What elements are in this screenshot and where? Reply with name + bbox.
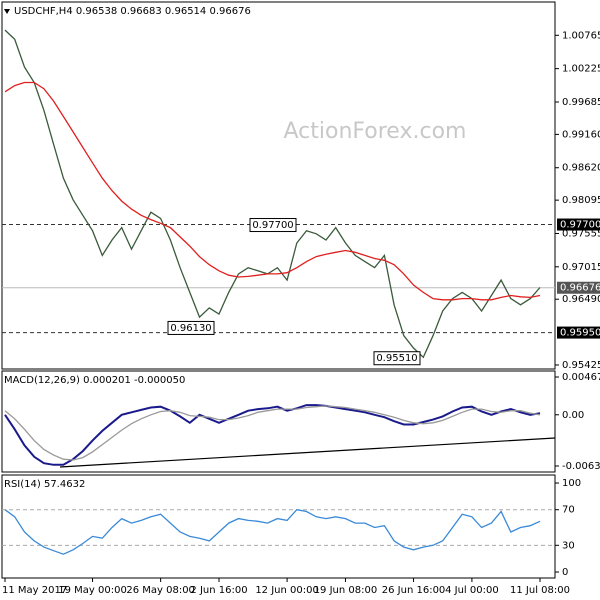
- y-tick-label: 0.98095: [562, 195, 600, 206]
- level-label-box: [557, 218, 600, 231]
- y-tick-label: 0.96490: [562, 294, 600, 305]
- menu-arrow[interactable]: [4, 9, 10, 14]
- x-tick-label: 4 Jul 00:00: [445, 585, 499, 596]
- watermark: ActionForex.com: [284, 119, 467, 144]
- panel-title: MACD(12,26,9) 0.000201 -0.000050: [4, 375, 185, 386]
- y-tick-label: 0.98620: [562, 163, 600, 174]
- series-line: [4, 508, 541, 555]
- y-tick-label: 70: [562, 505, 575, 516]
- y-tick-label: 0.97015: [562, 262, 600, 273]
- y-tick-label: 30: [562, 540, 575, 551]
- level-label: 0.95950: [560, 328, 600, 339]
- x-tick-label: 26 Jun 16:00: [382, 585, 446, 596]
- y-tick-label: 0.99160: [562, 129, 600, 140]
- annotation-box: [167, 320, 215, 335]
- annotation-box: [373, 351, 421, 366]
- x-tick-label: 11 May 2017: [2, 585, 67, 596]
- annotation-label: 0.95510: [376, 353, 417, 364]
- level-label: 0.97700: [560, 220, 600, 231]
- panel-frame: [1, 1, 556, 370]
- y-tick-label: 0.97555: [562, 228, 600, 239]
- y-tick-label: 1.00225: [562, 64, 600, 75]
- series-line: [4, 405, 541, 461]
- y-tick-label: -0.006345: [562, 461, 600, 472]
- x-tick-label: 12 Jun 00:00: [255, 585, 319, 596]
- panel-title: USDCHF,H4 0.96538 0.96683 0.96514 0.9667…: [14, 6, 251, 17]
- y-tick-label: 0.99685: [562, 97, 600, 108]
- x-tick-label: 26 May 08:00: [126, 585, 195, 596]
- y-tick-label: 100: [562, 478, 581, 489]
- panel-frame: [1, 474, 556, 579]
- y-tick-label: 0.00: [562, 410, 584, 421]
- series-line: [4, 404, 541, 466]
- level-label: 0.96676: [560, 283, 600, 294]
- series-line: [4, 81, 541, 301]
- x-tick-label: 2 Jun 16:00: [190, 585, 247, 596]
- annotation-label: 0.96130: [170, 323, 211, 334]
- y-tick-label: 1.00765: [562, 30, 600, 41]
- y-tick-label: 0: [562, 567, 568, 578]
- y-tick-label: 0.95425: [562, 360, 600, 371]
- trend-line: [59, 437, 556, 468]
- panel-frame: [1, 370, 556, 473]
- x-tick-label: 11 Jul 08:00: [510, 585, 570, 596]
- x-tick-label: 19 Jun 08:00: [314, 585, 378, 596]
- series-line: [4, 29, 541, 359]
- annotation-label: 0.97700: [252, 220, 293, 231]
- x-tick-label: 19 May 00:00: [58, 585, 127, 596]
- y-tick-label: 0.004678: [562, 372, 600, 383]
- annotation-box: [249, 218, 297, 233]
- panel-title: RSI(14) 57.4632: [4, 479, 85, 490]
- level-label-box: [557, 281, 600, 294]
- level-label-box: [557, 326, 600, 339]
